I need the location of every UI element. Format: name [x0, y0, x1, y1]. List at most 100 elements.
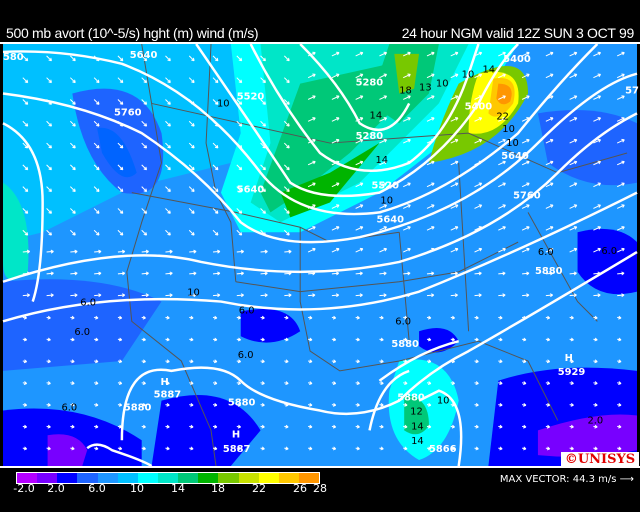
legend-swatch: [137, 473, 158, 483]
high-pressure-marker: H: [161, 377, 169, 388]
wind-arrow: [331, 381, 337, 386]
wind-arrow: [521, 337, 527, 342]
wind-arrow: [474, 204, 483, 209]
wind-arrow: [260, 164, 266, 171]
wind-arrow: [379, 293, 387, 298]
wind-arrow: [450, 204, 459, 209]
wind-arrow: [22, 359, 28, 364]
wind-arrow: [521, 182, 530, 188]
wind-arrow: [545, 359, 551, 364]
wind-arrow: [307, 160, 316, 166]
wind-arrow: [70, 55, 76, 62]
wind-arrow: [616, 117, 625, 122]
wind-arrow: [93, 99, 100, 105]
wind-arrow: [284, 359, 289, 364]
wind-arrow: [117, 77, 124, 84]
wind-arrow: [22, 315, 28, 320]
wind-arrow: [46, 271, 54, 276]
wind-arrow: [450, 381, 455, 386]
wind-arrow: [165, 229, 171, 236]
max-vector-readout: MAX VECTOR: 44.3 m/s ⟶: [500, 474, 634, 485]
wind-arrow: [308, 315, 313, 320]
wind-arrow: [426, 359, 432, 364]
wind-arrow: [569, 359, 574, 364]
wind-arrow: [521, 204, 530, 209]
legend-tick-label: 6.0: [88, 482, 106, 495]
wind-arrow: [403, 51, 411, 57]
wind-arrow: [426, 402, 432, 407]
wind-arrow: [569, 381, 574, 386]
wind-arrow: [331, 182, 340, 188]
wind-arrow: [569, 446, 574, 451]
vorticity-label: 6.0: [239, 305, 255, 316]
height-contour-label: 5760: [513, 191, 541, 202]
wind-arrow: [260, 120, 266, 127]
wind-arrow: [474, 293, 482, 298]
wind-arrow: [260, 229, 266, 236]
wind-arrow: [260, 424, 265, 429]
wind-arrow: [22, 77, 29, 84]
wind-arrow: [141, 208, 148, 214]
wind-arrow: [379, 160, 388, 166]
wind-arrow: [188, 120, 195, 127]
wind-arrow: [22, 271, 31, 276]
wind-arrow: [474, 247, 483, 253]
wind-arrow: [22, 99, 29, 105]
wind-arrow: [236, 164, 243, 171]
wind-arrow: [46, 337, 51, 342]
wind-arrow: [426, 226, 435, 231]
wind-arrow: [283, 229, 290, 236]
wind-arrow: [593, 182, 602, 188]
wind-arrow: [46, 249, 54, 254]
wind-arrow: [426, 182, 435, 188]
wind-arrow: [188, 142, 195, 149]
wind-arrow: [379, 247, 388, 253]
wind-arrow: [498, 226, 506, 231]
wind-arrow: [189, 446, 194, 451]
vorticity-label: 6.0: [395, 316, 411, 327]
wind-arrow: [70, 293, 78, 298]
wind-arrow: [283, 55, 290, 62]
wind-arrow: [46, 120, 52, 127]
wind-arrow: [141, 446, 146, 451]
legend-swatch: [37, 473, 58, 483]
wind-arrow: [189, 424, 194, 429]
wind-arrow: [616, 226, 625, 231]
wind-arrow: [498, 160, 506, 166]
wind-arrow: [426, 381, 432, 386]
wind-arrow: [188, 208, 195, 214]
color-scale-legend: [16, 472, 320, 484]
wind-arrow: [545, 204, 554, 209]
wind-arrow: [617, 315, 622, 320]
wind-arrow: [616, 138, 625, 144]
vorticity-label: 10: [506, 138, 519, 149]
wind-arrow: [403, 359, 408, 364]
wind-arrow: [403, 138, 411, 144]
wind-arrow: [70, 446, 75, 451]
wind-arrow: [426, 138, 435, 144]
wind-arrow: [260, 381, 265, 386]
wind-arrow: [593, 73, 602, 79]
vorticity-label: 14: [482, 65, 495, 76]
wind-arrow: [212, 315, 218, 320]
wind-arrow: [307, 117, 316, 122]
wind-arrow: [617, 381, 622, 386]
legend-tick-label: 22: [252, 482, 266, 495]
wind-arrow: [403, 424, 408, 429]
wind-arrow: [141, 120, 148, 127]
wind-arrow: [165, 142, 171, 149]
wind-arrow: [450, 95, 459, 100]
wind-arrow: [189, 381, 194, 386]
wind-arrow: [283, 99, 290, 105]
vorticity-label: 6.0: [601, 246, 617, 257]
wind-arrow: [260, 208, 266, 214]
wind-arrow: [474, 337, 479, 342]
legend-swatch: [57, 473, 78, 483]
wind-arrow: [308, 381, 313, 386]
legend-swatch: [278, 473, 299, 483]
wind-arrow: [236, 229, 243, 236]
wind-arrow: [165, 164, 171, 171]
max-vector-label: MAX VECTOR:: [499, 474, 570, 485]
wind-arrow: [141, 229, 148, 236]
wind-arrow: [70, 186, 76, 193]
